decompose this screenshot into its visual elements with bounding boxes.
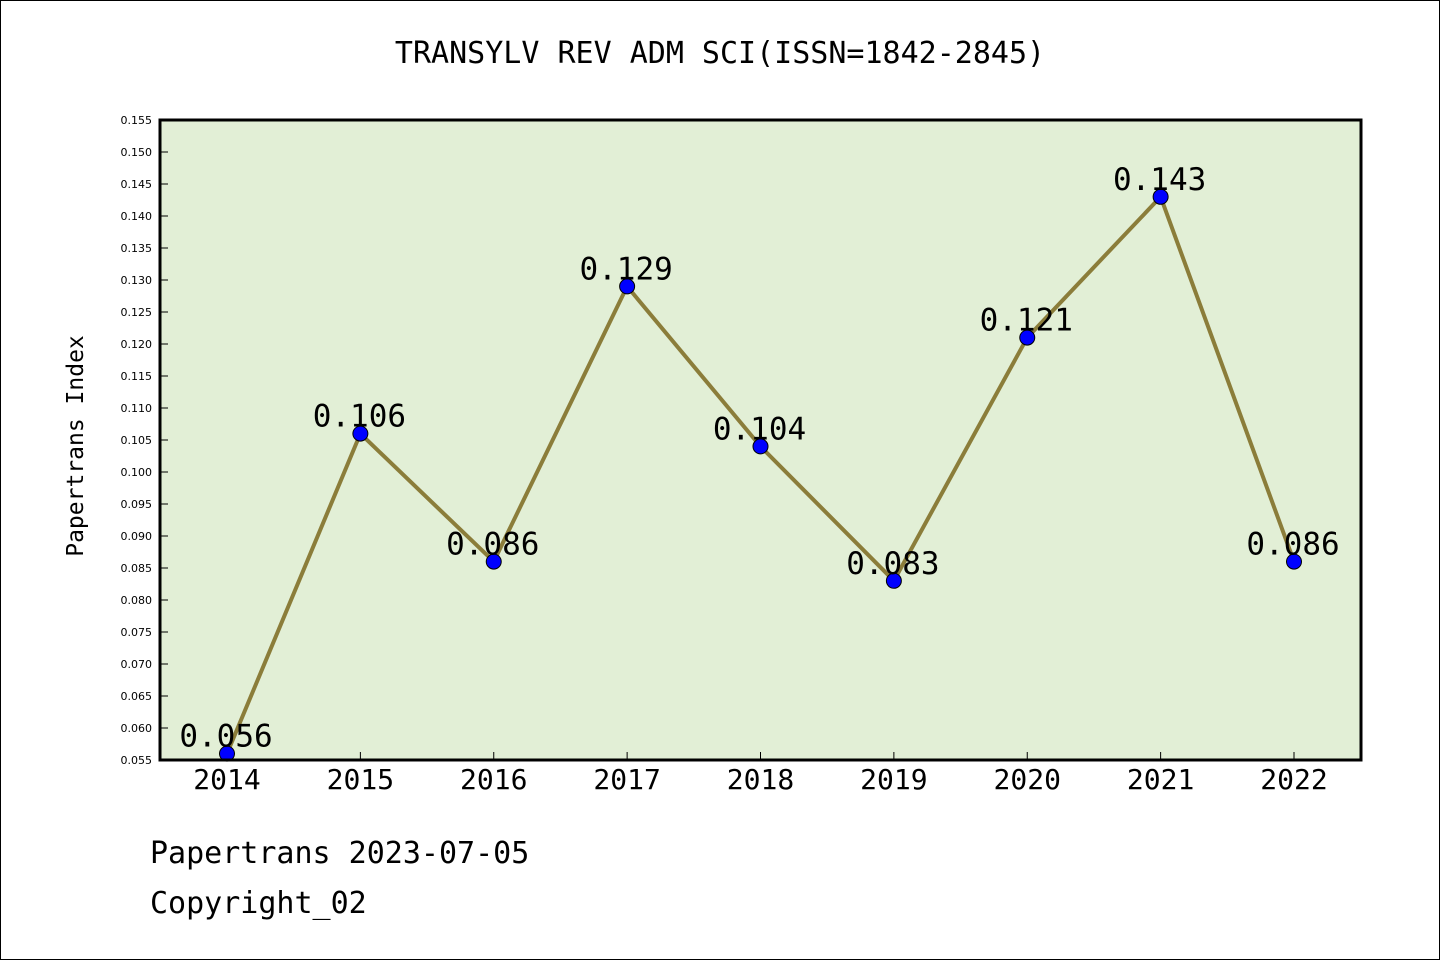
- y-tick-label: 0.105: [121, 434, 153, 447]
- y-tick-label: 0.110: [121, 402, 153, 415]
- data-point: [352, 425, 369, 442]
- y-tick-label: 0.130: [121, 274, 153, 287]
- data-point: [619, 278, 636, 295]
- y-tick-label: 0.060: [121, 722, 153, 735]
- data-label: 0.121: [980, 303, 1073, 339]
- y-tick-label: 0.070: [121, 658, 153, 671]
- x-axis-ticks: 2014 2015 2016 2017 2018 2019 2020 2021 2022: [193, 752, 1328, 796]
- y-tick-label: 0.085: [121, 562, 153, 575]
- y-tick-label: 0.065: [121, 690, 153, 703]
- data-label: 0.086: [1246, 527, 1339, 563]
- y-tick-label: 0.155: [121, 114, 153, 127]
- data-labels-group: 0.056 0.106 0.086 0.129 0.104 0.083 0.121 0.143…: [179, 162, 1339, 755]
- y-tick-label: 0.120: [121, 338, 153, 351]
- y-tick-label: 0.090: [121, 530, 153, 543]
- y-tick-label: 0.145: [121, 178, 153, 191]
- y-tick-label: 0.055: [121, 754, 153, 767]
- x-tick-label: 2018: [727, 763, 794, 796]
- y-tick-label: 0.140: [121, 210, 153, 223]
- data-point: [1152, 188, 1169, 205]
- x-tick-label: 2014: [193, 763, 260, 796]
- data-point: [1019, 329, 1036, 346]
- data-point: [752, 438, 769, 455]
- chart-title: TRANSYLV REV ADM SCI(ISSN=1842-2845): [394, 36, 1046, 71]
- footer-copyright: Copyright_02: [150, 886, 367, 921]
- data-point: [485, 553, 502, 570]
- y-tick-label: 0.080: [121, 594, 153, 607]
- y-tick-label: 0.075: [121, 626, 153, 639]
- x-tick-label: 2015: [327, 763, 394, 796]
- data-label: 0.104: [713, 411, 806, 447]
- data-point: [885, 572, 902, 589]
- x-tick-label: 2017: [593, 763, 660, 796]
- x-tick-label: 2019: [860, 763, 927, 796]
- y-tick-label: 0.095: [121, 498, 153, 511]
- data-label: 0.129: [579, 251, 672, 287]
- data-point: [1286, 553, 1302, 570]
- x-tick-label: 2016: [460, 763, 527, 796]
- x-tick-label: 2020: [994, 763, 1061, 796]
- data-label: 0.143: [1113, 162, 1206, 198]
- x-tick-label: 2021: [1127, 763, 1194, 796]
- y-tick-label: 0.150: [121, 146, 153, 159]
- y-tick-label: 0.125: [121, 306, 153, 319]
- data-label: 0.056: [179, 719, 272, 755]
- y-tick-label: 0.135: [121, 242, 153, 255]
- plot-border: [158, 118, 1363, 762]
- y-tick-label: 0.100: [121, 466, 153, 479]
- y-axis-ticks: 0.055 0.060 0.065 0.070 0.075 0.080 0.085 0.090…: [121, 114, 168, 767]
- y-tick-label: 0.115: [121, 370, 153, 383]
- data-label: 0.083: [846, 546, 939, 582]
- footer-date: Papertrans 2023-07-05: [150, 836, 530, 871]
- x-tick-label: 2022: [1260, 763, 1327, 796]
- data-label: 0.086: [446, 527, 539, 563]
- data-label: 0.106: [313, 399, 406, 435]
